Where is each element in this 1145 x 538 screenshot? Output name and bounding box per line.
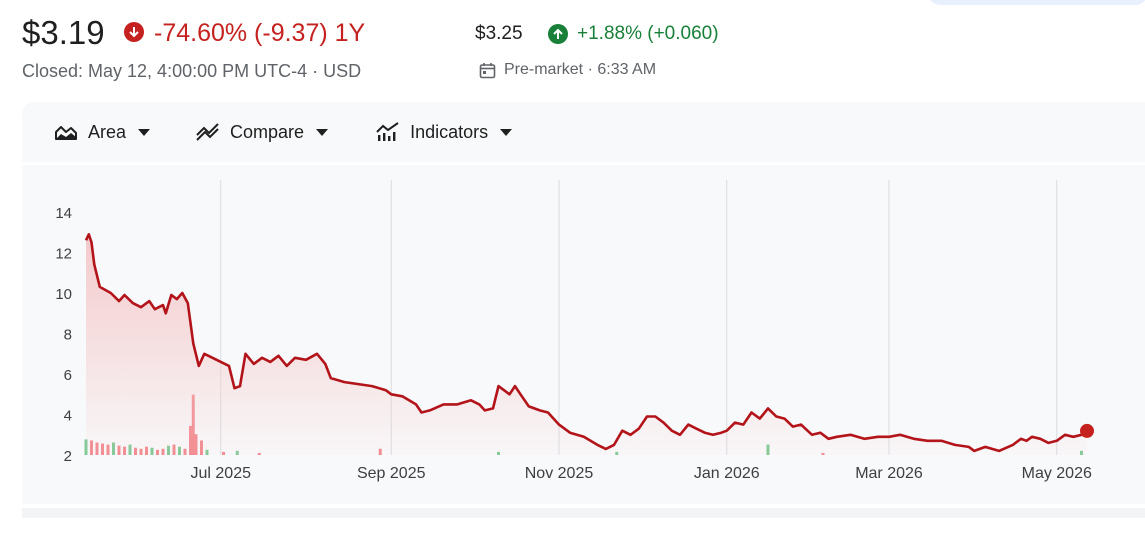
chart-toolbar: Area Compare Indicators	[22, 102, 1145, 162]
compare-icon	[196, 120, 220, 144]
calendar-icon	[479, 62, 496, 79]
indicators-button[interactable]: Indicators	[376, 120, 513, 144]
area-chart-icon	[54, 120, 78, 144]
search-bar-edge[interactable]	[928, 0, 1145, 5]
arrow-up-circle-icon	[548, 24, 568, 44]
compare-button[interactable]: Compare	[196, 120, 329, 144]
area-label: Area	[88, 121, 127, 142]
area-chart-type-button[interactable]: Area	[54, 120, 151, 144]
chevron-down-icon	[316, 128, 329, 136]
chart-footer-strip	[22, 508, 1145, 518]
chevron-down-icon	[138, 128, 151, 136]
premarket-label: Pre-market · 6:33 AM	[504, 61, 657, 78]
premarket-status: Pre-market · 6:33 AM	[479, 61, 656, 79]
indicators-icon	[376, 120, 400, 144]
indicators-label: Indicators	[410, 121, 489, 142]
closed-status: Closed: May 12, 4:00:00 PM UTC-4 · USD	[22, 61, 362, 81]
premarket-price: $3.25	[475, 23, 523, 44]
compare-label: Compare	[230, 121, 305, 142]
toolbar-divider	[22, 162, 1145, 165]
current-price: $3.19	[22, 14, 105, 51]
arrow-down-circle-icon	[124, 22, 144, 42]
premarket-change: +1.88% (+0.060)	[577, 23, 719, 44]
chevron-down-icon	[500, 128, 513, 136]
price-change: -74.60% (-9.37) 1Y	[154, 19, 366, 47]
